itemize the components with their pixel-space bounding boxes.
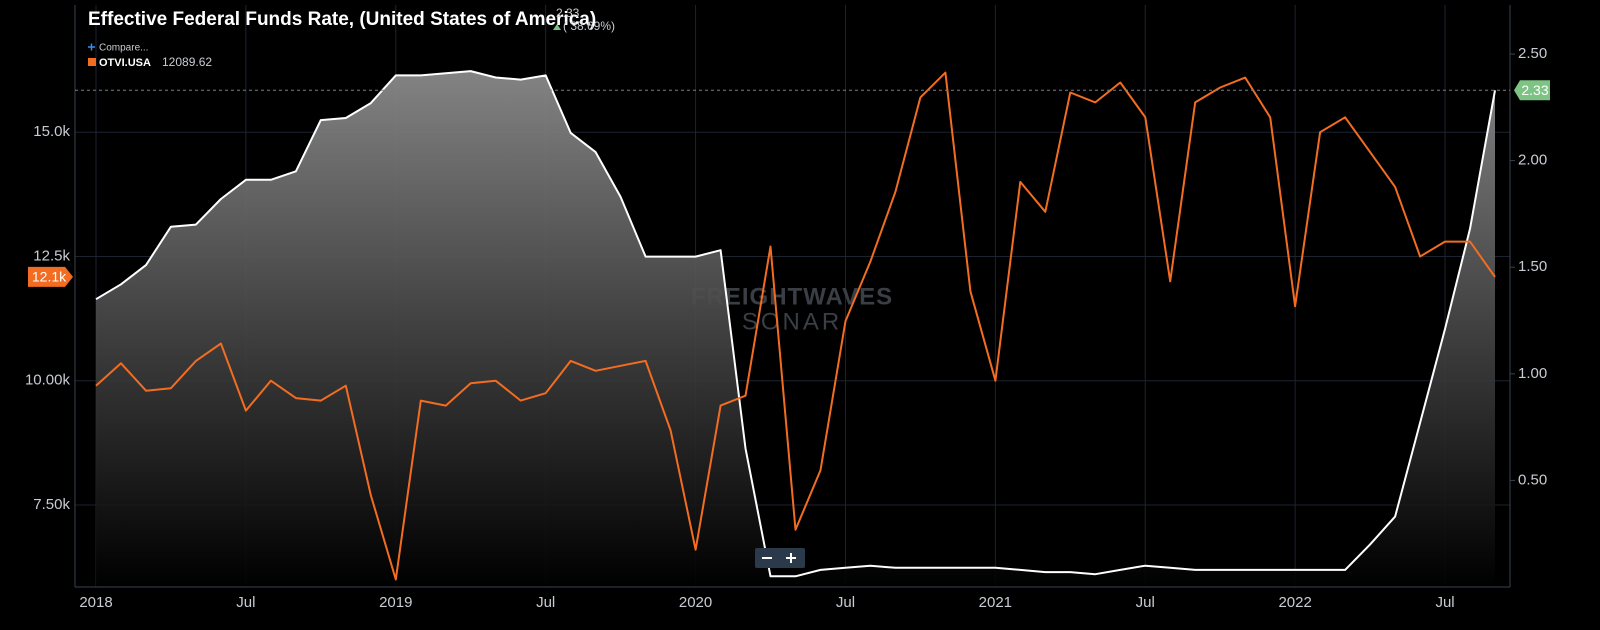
x-tick-label: 2022 xyxy=(1278,594,1311,611)
y-tick-label: 15.0k xyxy=(33,123,70,140)
x-tick-label: 2021 xyxy=(979,594,1012,611)
x-tick-label: Jul xyxy=(536,594,555,611)
x-tick-label: 2018 xyxy=(79,594,112,611)
compare-label[interactable]: Compare... xyxy=(99,43,148,54)
compare-button[interactable]: Compare... xyxy=(88,43,148,54)
last-value-tag xyxy=(1514,80,1550,101)
y-tick-label: 10.00k xyxy=(25,372,71,389)
y2-tick-label: 1.50 xyxy=(1518,258,1547,275)
y2-tick-label: 2.50 xyxy=(1518,45,1547,62)
x-tick-label: Jul xyxy=(1136,594,1155,611)
last-value-label: 12.1k xyxy=(32,269,67,285)
zoom-controls xyxy=(755,548,805,568)
x-tick-label: Jul xyxy=(236,594,255,611)
legend-label: OTVI.USA xyxy=(99,57,151,69)
y-tick-label: 12.5k xyxy=(33,247,70,264)
line xyxy=(95,70,1496,578)
current-value: 2.33 xyxy=(556,6,580,20)
chart-title: Effective Federal Funds Rate, (United St… xyxy=(88,9,596,30)
zoom-panel xyxy=(755,548,805,568)
line xyxy=(95,71,1496,581)
y-tick-label: 7.50k xyxy=(33,496,70,513)
area xyxy=(96,71,1495,588)
last-value-tag xyxy=(28,266,73,287)
y2-tick-label: 1.00 xyxy=(1518,365,1547,382)
x-tick-label: 2019 xyxy=(379,594,412,611)
last-value-label: 2.33 xyxy=(1521,82,1548,98)
up-arrow xyxy=(553,24,561,30)
y2-tick-label: 0.50 xyxy=(1518,471,1547,488)
change: ( 38.69%) xyxy=(563,19,615,33)
legend-swatch xyxy=(88,58,96,66)
zoom-in[interactable] xyxy=(786,553,796,563)
overlay: 12.1k 2.33 xyxy=(28,80,1550,287)
axes: 7.50k 10.00k 12.5k 15.0k 0.50 1.00 1.50 2.00 2.5… xyxy=(25,5,1547,611)
x-tick-label: Jul xyxy=(1435,594,1454,611)
x-tick-label: Jul xyxy=(836,594,855,611)
x-tick-label: 2020 xyxy=(679,594,712,611)
y2-tick-label: 2.00 xyxy=(1518,152,1547,169)
legend-value: 12089.62 xyxy=(162,55,212,69)
plot xyxy=(95,70,1496,588)
